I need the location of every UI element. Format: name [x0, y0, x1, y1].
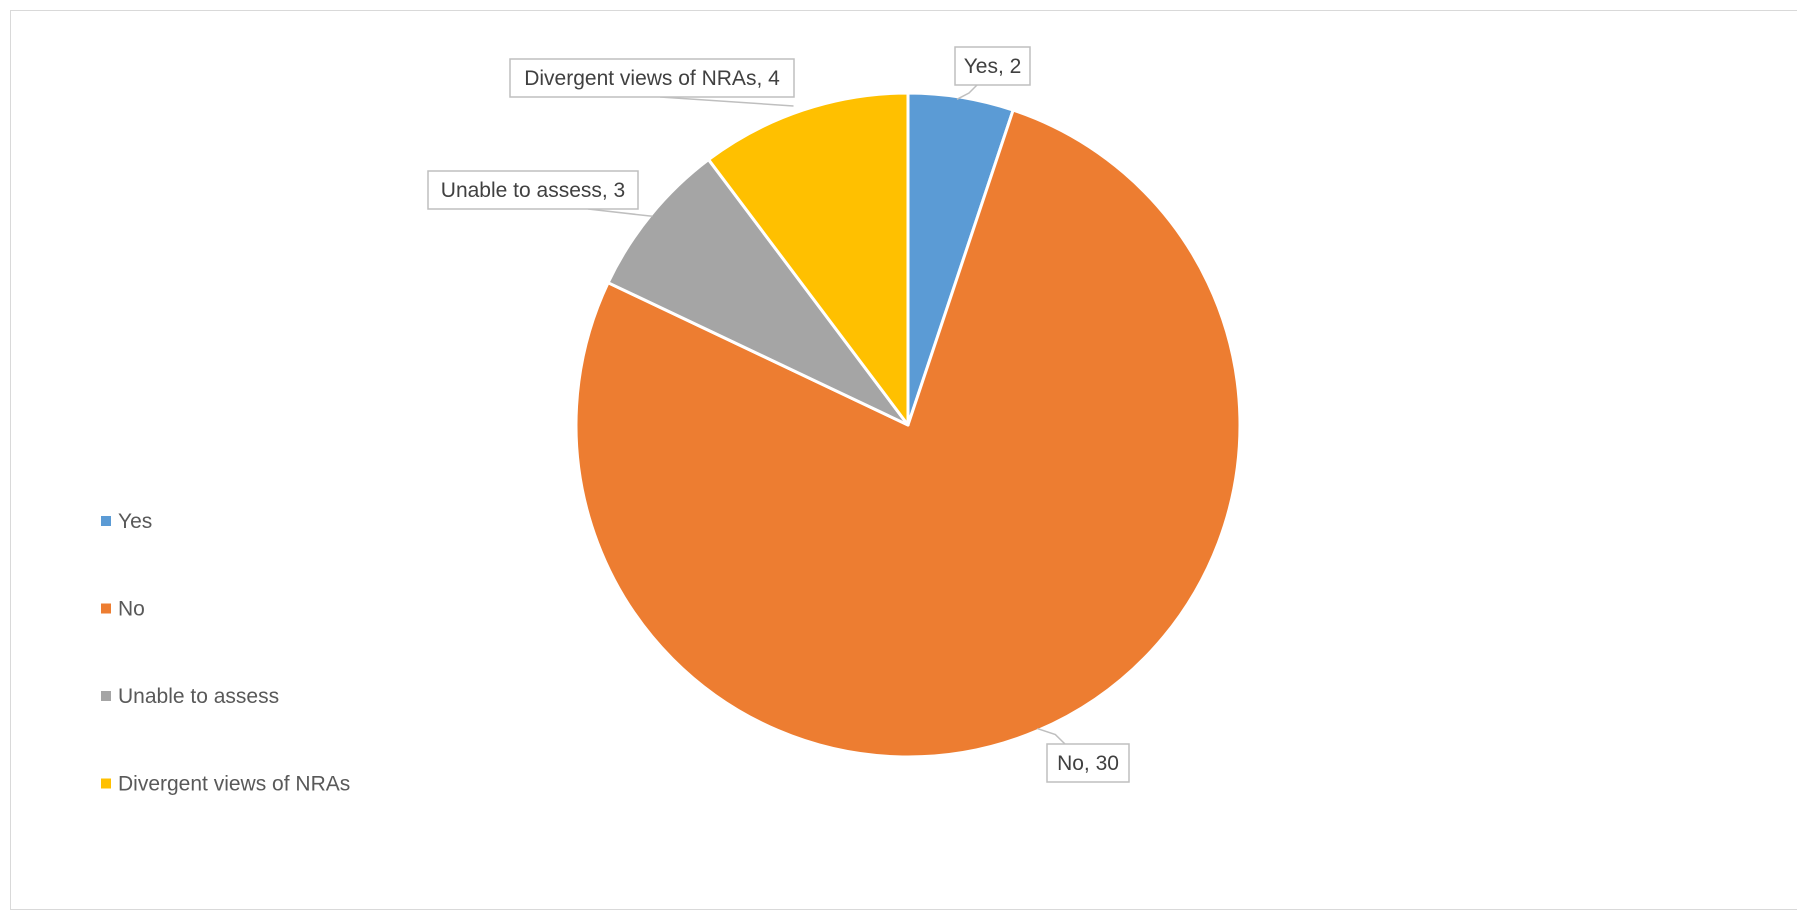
leader-line-divergent-views-of-nras: [659, 96, 794, 107]
data-label-divergent-views-of-nras: Divergent views of NRAs, 4: [509, 58, 795, 107]
data-label-box-no: [1046, 743, 1130, 783]
data-label-no: No, 30: [1037, 727, 1130, 783]
data-labels: Yes, 2 No, 30 Unable to assess, 3 Divergent…: [427, 46, 1130, 783]
legend-swatch-yes: [101, 516, 111, 526]
slice-divergent-views-of-nras: [707, 91, 910, 427]
leader-line-no: [1037, 727, 1066, 745]
data-label-text-divergent-views-of-nras: Divergent views of NRAs, 4: [524, 67, 780, 90]
legend-swatch-divergent-views-of-nras: [101, 778, 111, 789]
legend-label-unable-to-assess: Unable to assess: [118, 685, 279, 708]
legend-item-unable-to-assess: Unable to assess: [101, 685, 279, 708]
data-label-box-unable-to-assess: [427, 170, 639, 210]
data-label-yes: Yes, 2: [954, 46, 1031, 100]
leader-line-unable-to-assess: [587, 208, 653, 218]
legend-item-yes: Yes: [101, 510, 152, 533]
pie-slices: [574, 91, 1242, 759]
legend: Yes No Unable to assess Divergent views of …: [101, 510, 350, 796]
data-label-text-yes: Yes, 2: [964, 55, 1022, 78]
legend-label-divergent-views-of-nras: Divergent views of NRAs: [118, 773, 350, 796]
legend-label-yes: Yes: [118, 510, 152, 533]
legend-item-no: No: [101, 598, 145, 621]
data-label-box-yes: [954, 46, 1031, 86]
legend-swatch-unable-to-assess: [101, 691, 111, 701]
legend-item-divergent-views-of-nras: Divergent views of NRAs: [101, 773, 350, 796]
legend-label-no: No: [118, 598, 145, 621]
data-label-unable-to-assess: Unable to assess, 3: [427, 170, 653, 218]
slice-no: [574, 108, 1242, 759]
legend-swatch-no: [101, 603, 111, 614]
data-label-text-no: No, 30: [1057, 752, 1119, 775]
slice-unable-to-assess: [606, 158, 910, 427]
data-label-box-divergent-views-of-nras: [509, 58, 795, 98]
data-label-text-unable-to-assess: Unable to assess, 3: [441, 179, 625, 202]
leader-line-yes: [956, 84, 978, 100]
